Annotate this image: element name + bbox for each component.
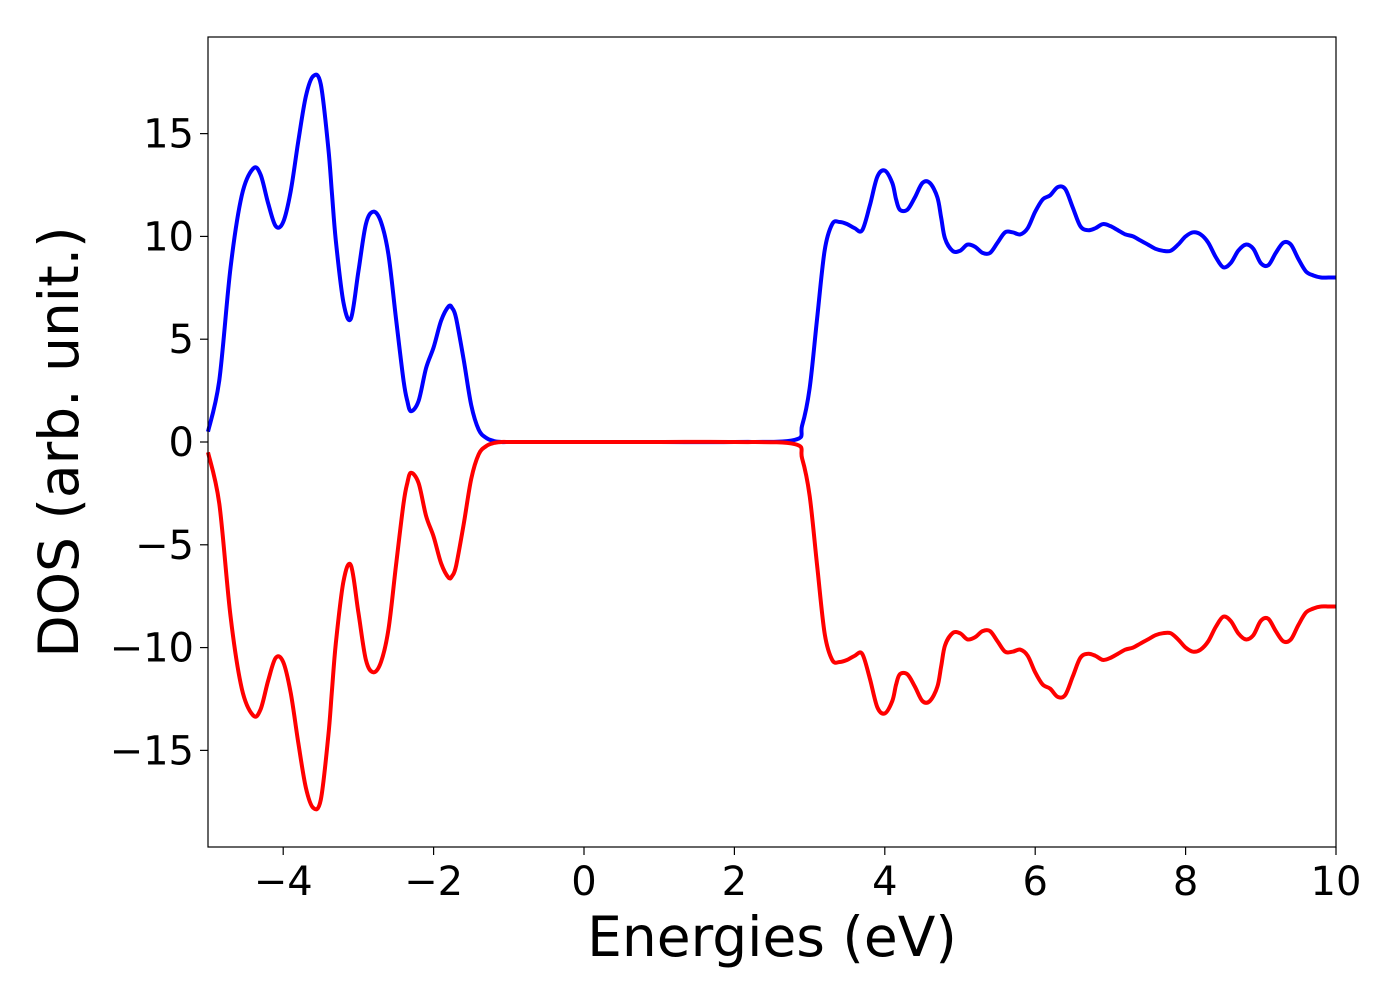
x-tick-label: −4 — [254, 859, 313, 905]
y-tick-label: 10 — [143, 214, 194, 260]
y-tick-label: −15 — [110, 728, 194, 774]
y-tick-label: 0 — [169, 420, 194, 466]
y-axis-label: DOS (arb. unit.) — [27, 226, 91, 657]
x-axis-ticks: −4 −2 0 2 4 6 8 10 — [254, 847, 1362, 905]
x-tick-label: 0 — [571, 859, 596, 905]
x-tick-label: 8 — [1173, 859, 1198, 905]
series-layer — [206, 72, 1336, 812]
x-tick-label: 10 — [1311, 859, 1362, 905]
x-tick-label: 6 — [1022, 859, 1047, 905]
y-tick-label: 15 — [143, 112, 194, 158]
series-line-0 — [206, 72, 1336, 445]
x-tick-label: −2 — [404, 859, 463, 905]
y-tick-label: −10 — [110, 626, 194, 672]
x-axis-label: Energies (eV) — [587, 905, 957, 969]
x-tick-label: 4 — [872, 859, 897, 905]
y-tick-label: 5 — [169, 317, 194, 363]
y-tick-label: −5 — [135, 523, 194, 569]
x-tick-label: 2 — [722, 859, 747, 905]
series-line-1 — [206, 439, 1336, 812]
y-axis-ticks: 15 10 5 0 −5 −10 −15 — [110, 112, 208, 774]
